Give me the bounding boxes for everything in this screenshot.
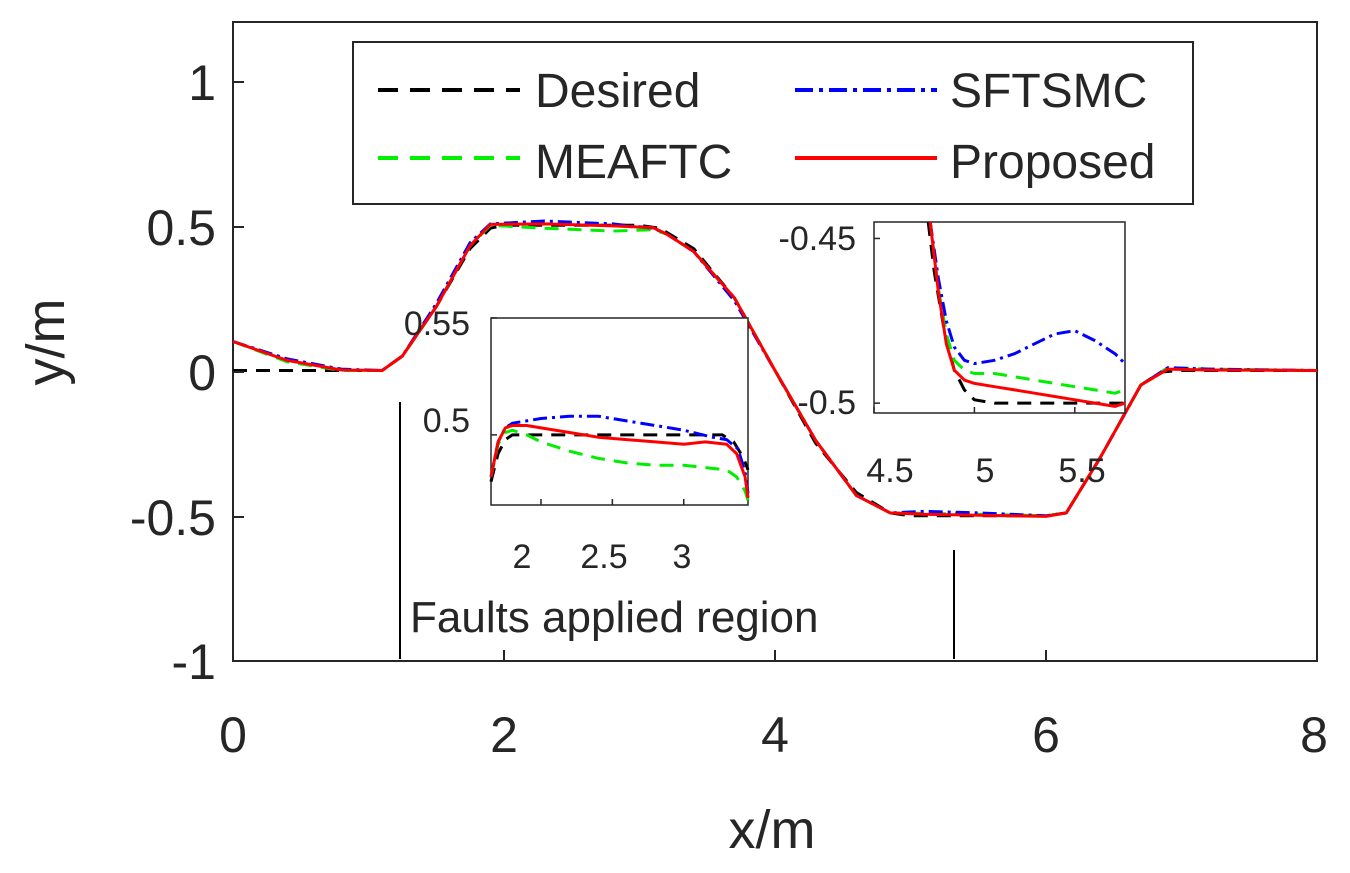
x-axis: 0 2 4 6 8 (219, 650, 1328, 763)
x-axis-title: x/m (729, 800, 816, 860)
inset-2-frame (873, 221, 1126, 414)
y-tick-label: -1 (172, 634, 216, 690)
x-tick-label: 0 (219, 707, 247, 763)
legend: Desired SFTSMC MEAFTC Proposed (352, 41, 1194, 205)
legend-box (352, 41, 1194, 205)
inset-2-x-tick-label: 5 (976, 452, 995, 490)
y-tick-label: 0 (188, 345, 216, 401)
main-series-proposed (232, 222, 1318, 518)
inset-2-series-meaftc (928, 221, 1126, 395)
y-tick-label: -0.5 (130, 490, 216, 546)
x-tick-label: 4 (761, 707, 789, 763)
inset-1-x-tick-label: 2 (513, 538, 532, 576)
inset-2-y-tick-label: -0.45 (779, 220, 857, 258)
y-axis: 1 0.5 0 -0.5 -1 (130, 55, 244, 690)
legend-label-proposed: Proposed (950, 136, 1155, 189)
inset-2-series-group (873, 221, 1127, 413)
fault-region-label: Faults applied region (410, 593, 818, 642)
y-axis-title: y/m (16, 299, 76, 386)
inset-2-y-tick-label: -0.5 (797, 384, 856, 422)
inset-2-x-tick-label: 4.5 (866, 452, 913, 490)
inset-2-series-proposed (928, 221, 1126, 408)
inset-2-x-tick-label: 5.5 (1058, 452, 1105, 490)
y-tick-label: 0.5 (146, 200, 216, 256)
inset-1-series-meaftc (489, 428, 750, 501)
inset-1-series-desired (489, 433, 750, 482)
inset-1-x-tick-label: 2.5 (580, 538, 627, 576)
legend-label-desired: Desired (535, 65, 700, 118)
legend-label-meaftc: MEAFTC (535, 136, 732, 189)
inset-1-frame (490, 317, 749, 506)
x-tick-label: 2 (490, 707, 518, 763)
inset-1-x-tick-label: 3 (673, 538, 692, 576)
main-series-group (232, 219, 1318, 518)
inset-2-series-sftsmc (928, 221, 1127, 366)
inset-1-y-tick-label: 0.5 (423, 402, 470, 440)
inset-1-y-tick-label: 0.55 (404, 305, 470, 343)
x-tick-label: 8 (1300, 707, 1328, 763)
legend-label-sftsmc: SFTSMC (950, 65, 1147, 118)
inset-1-series-proposed (489, 424, 750, 499)
y-tick-label: 1 (188, 55, 216, 111)
x-tick-label: 6 (1032, 707, 1060, 763)
inset-1-series-group (489, 317, 750, 505)
